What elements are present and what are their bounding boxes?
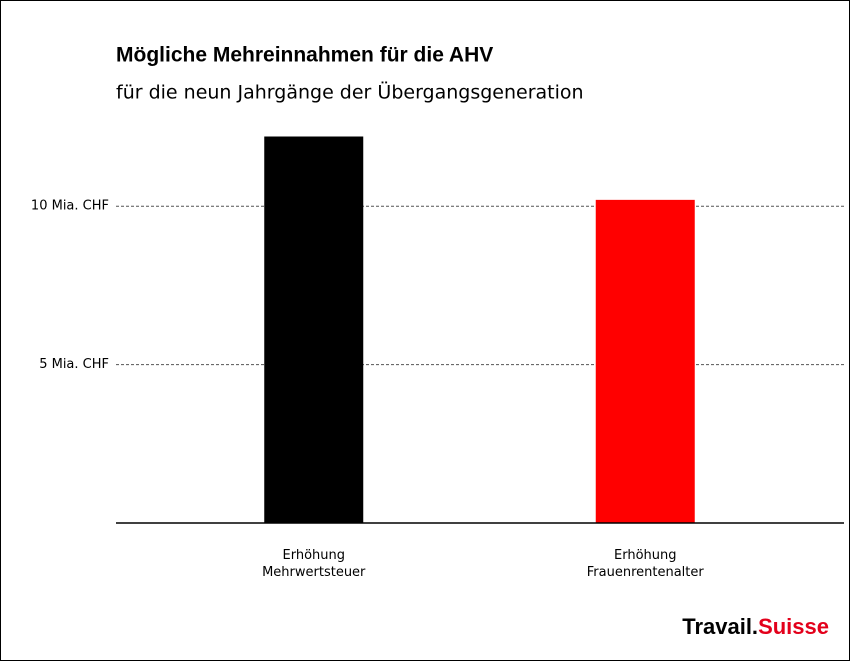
brand: Travail.Suisse bbox=[682, 614, 829, 639]
x-tick-label: Erhöhung Frauenrentenalter bbox=[586, 548, 704, 580]
chart-title: Mögliche Mehreinnahmen für die AHV bbox=[116, 44, 493, 67]
bar bbox=[595, 199, 695, 523]
x-tick-label: Erhöhung Mehrwertsteuer bbox=[262, 548, 366, 580]
y-tick-label: 5 Mia. CHF bbox=[39, 357, 109, 372]
bar bbox=[264, 136, 364, 523]
y-tick-label: 10 Mia. CHF bbox=[31, 199, 109, 214]
brand-part1: Travail. bbox=[682, 614, 758, 639]
brand-part2: Suisse bbox=[758, 614, 829, 639]
chart-subtitle: für die neun Jahrgänge der Übergangsgene… bbox=[116, 81, 584, 104]
